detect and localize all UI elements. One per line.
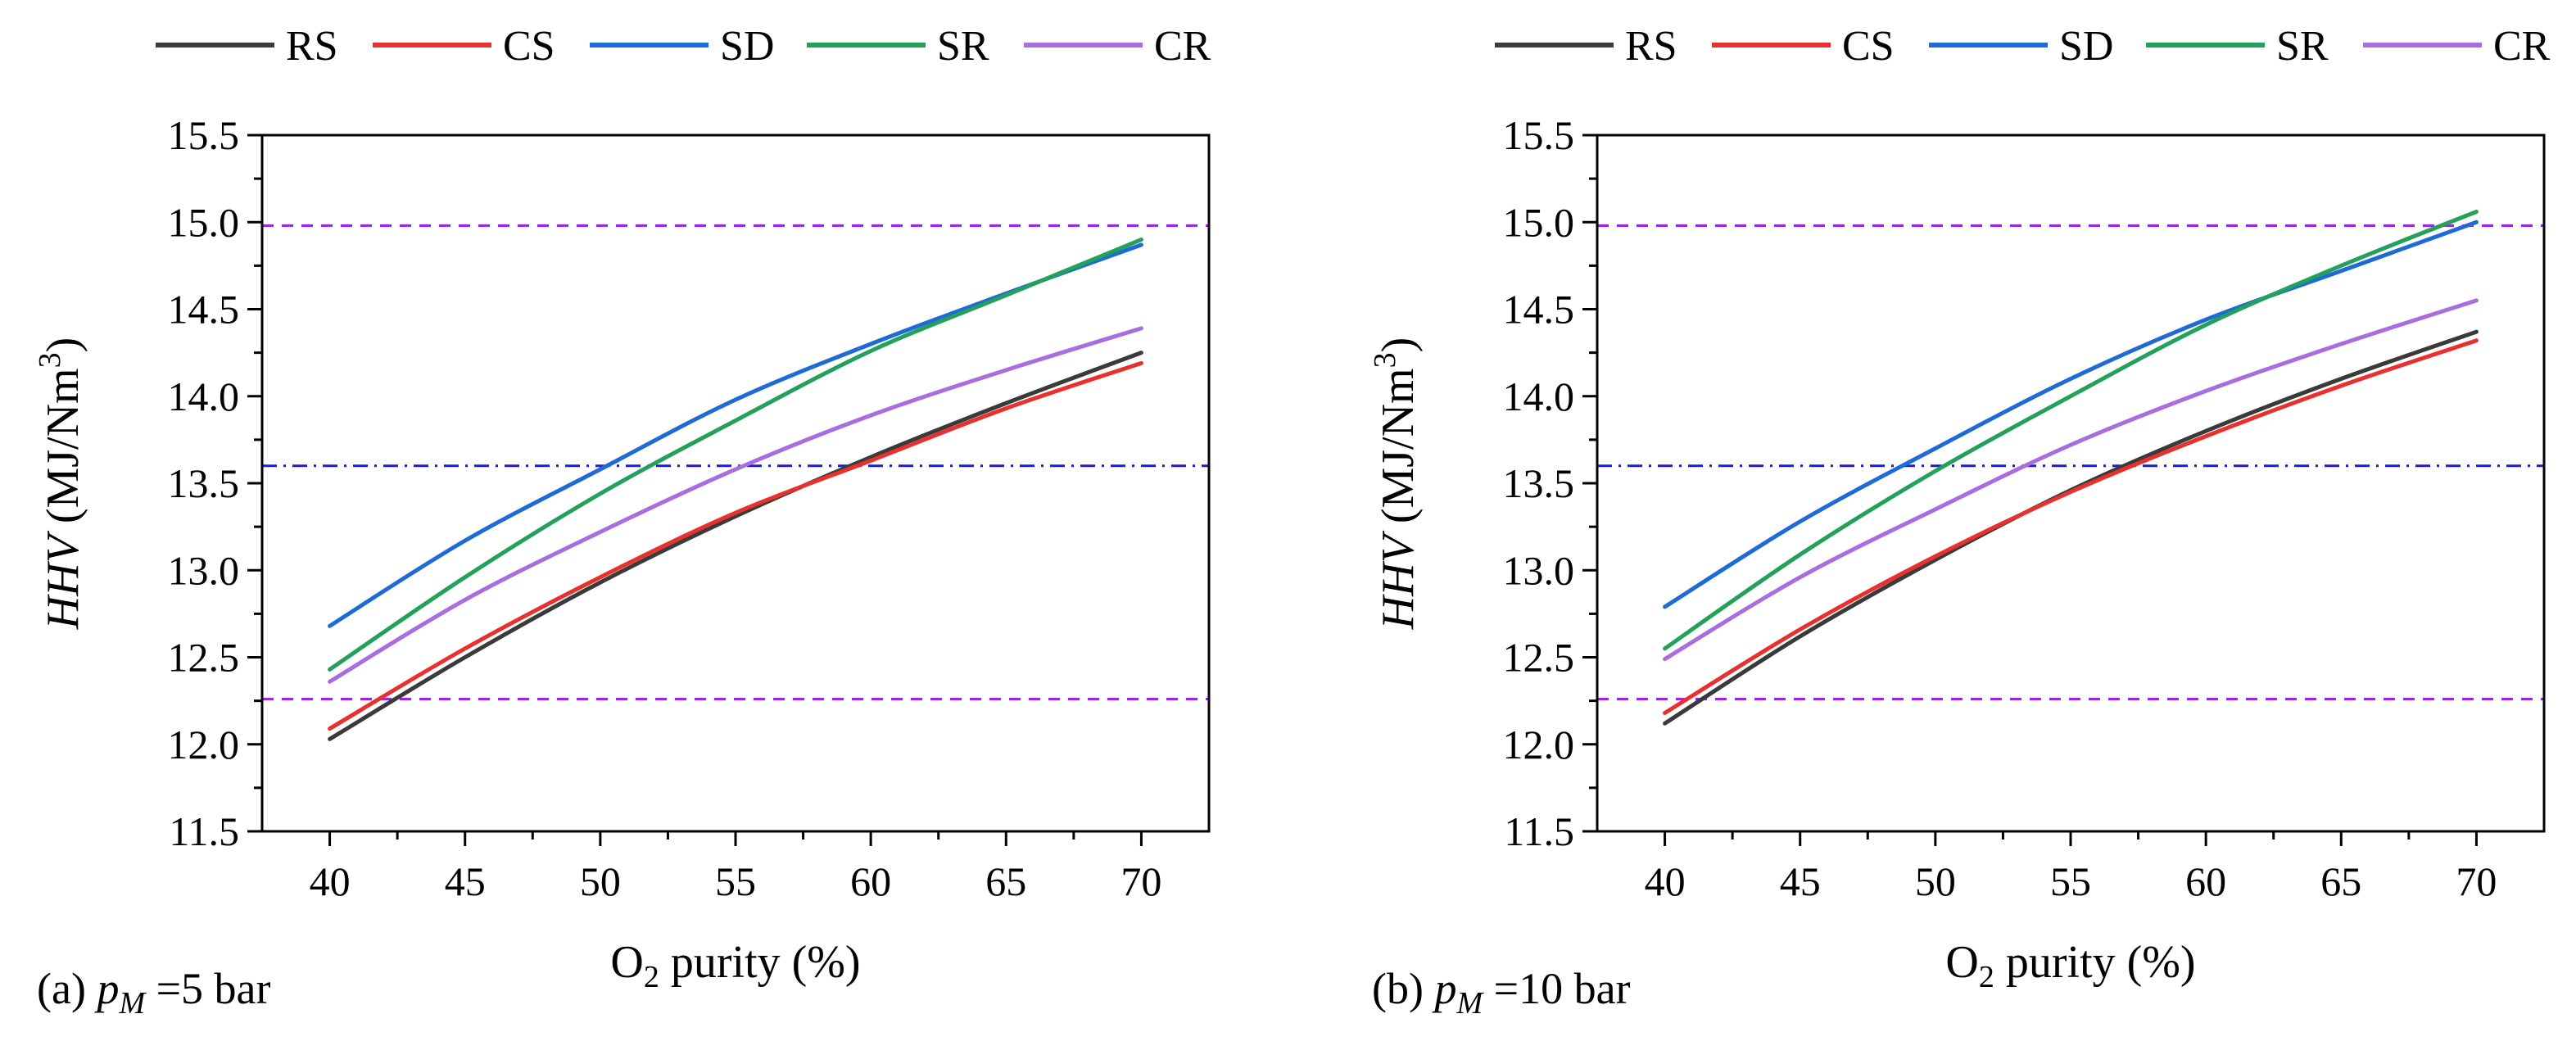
y-tick-label: 12.0 xyxy=(168,722,240,767)
x-tick-label: 70 xyxy=(1120,858,1161,904)
series-line-cs xyxy=(328,360,1143,731)
chart-panel-a: RS CS SD SR CR 40 45 50 55 60 65 70 11.5 12.0 12.5 13.0… xyxy=(33,23,1211,1021)
y-axis-label: HHV (MJ/Nm3) xyxy=(33,337,88,631)
y-axis-label-var: HHV xyxy=(38,530,88,630)
panel-label-sub: M xyxy=(1456,986,1484,1021)
panel-label-sub: M xyxy=(118,986,147,1021)
panel-label-var: p xyxy=(1431,964,1456,1013)
x-tick-label: 55 xyxy=(2050,858,2091,904)
y-axis-label-sup: 3 xyxy=(1368,352,1402,368)
y-axis-label-post: ) xyxy=(1373,337,1424,353)
legend-label-cs: CS xyxy=(1842,23,1895,70)
legend-label-cr: CR xyxy=(2493,23,2551,70)
panel-label-var: p xyxy=(93,964,119,1013)
x-tick-label: 50 xyxy=(580,858,621,904)
y-tick-label: 15.0 xyxy=(1503,199,1575,245)
legend-label-sd: SD xyxy=(720,23,774,70)
y-tick-label: 13.5 xyxy=(1503,460,1575,506)
legend-label-sr: SR xyxy=(2276,23,2329,70)
series-line-sr xyxy=(328,238,1143,672)
x-axis-label-sub: 2 xyxy=(1979,960,1994,994)
x-tick-label: 65 xyxy=(2320,858,2361,904)
series-line-cs xyxy=(1663,338,2479,715)
legend-label-rs: RS xyxy=(1625,23,1677,70)
legend-label-rs: RS xyxy=(286,23,338,70)
legend-label-cr: CR xyxy=(1154,23,1211,70)
x-tick-label: 55 xyxy=(715,858,756,904)
y-axis-label-var: HHV xyxy=(1373,530,1424,630)
y-tick-label: 15.5 xyxy=(1503,112,1575,158)
x-tick-label: 40 xyxy=(310,858,351,904)
panel-label-suffix: =5 bar xyxy=(145,964,270,1013)
y-axis-label-sup: 3 xyxy=(33,352,67,368)
series-line-cr xyxy=(328,326,1143,684)
x-tick-label: 45 xyxy=(1780,858,1821,904)
x-tick-label: 60 xyxy=(850,858,891,904)
y-tick-label: 14.5 xyxy=(168,287,240,333)
legend-label-cs: CS xyxy=(503,23,555,70)
y-axis-label-pre: (MJ/Nm xyxy=(1373,368,1424,535)
x-axis-label-pre: O xyxy=(1945,937,1978,988)
panel-label-prefix: (b) xyxy=(1372,964,1434,1013)
x-tick-label: 65 xyxy=(985,858,1026,904)
panel-label: (a) pM =5 bar xyxy=(37,964,271,1021)
x-axis-label: O2 purity (%) xyxy=(610,937,860,994)
x-tick-label: 45 xyxy=(445,858,486,904)
series-line-rs xyxy=(328,351,1143,741)
y-tick-label: 12.5 xyxy=(1503,635,1575,681)
y-tick-label: 14.0 xyxy=(168,373,240,419)
y-axis-label: HHV (MJ/Nm3) xyxy=(1368,337,1424,631)
chart-panel-b: RS CS SD SR CR 40 45 50 55 60 65 70 11.5 12.0 12.5 13.0… xyxy=(1368,23,2551,1021)
y-tick-label: 14.0 xyxy=(1503,373,1575,419)
y-tick-label: 13.5 xyxy=(168,460,240,506)
x-axis-label-post: purity (%) xyxy=(1994,937,2196,988)
panel-label-prefix: (a) xyxy=(37,964,97,1013)
y-tick-label: 11.5 xyxy=(169,808,239,854)
series-line-sr xyxy=(1663,210,2479,651)
panel-label: (b) pM =10 bar xyxy=(1372,964,1631,1021)
y-tick-label: 13.0 xyxy=(1503,547,1575,593)
x-tick-label: 70 xyxy=(2456,858,2497,904)
x-axis-label-post: purity (%) xyxy=(659,937,861,988)
x-axis-label-sub: 2 xyxy=(644,960,659,994)
plot-frame xyxy=(260,134,1211,833)
x-axis-label-pre: O xyxy=(610,937,643,988)
legend-label-sd: SD xyxy=(2059,23,2113,70)
y-axis-label-pre: (MJ/Nm xyxy=(38,368,88,535)
legend-label-sr: SR xyxy=(937,23,989,70)
x-tick-label: 40 xyxy=(1645,858,1686,904)
y-tick-label: 15.5 xyxy=(168,112,240,158)
y-tick-label: 15.0 xyxy=(168,199,240,245)
series-line-cr xyxy=(1663,298,2479,662)
panel-label-suffix: =10 bar xyxy=(1483,964,1630,1013)
y-axis-label-post: ) xyxy=(38,337,88,353)
y-tick-label: 12.0 xyxy=(1503,722,1575,767)
y-tick-label: 12.5 xyxy=(168,635,240,681)
series-line-sd xyxy=(328,242,1143,628)
x-tick-label: 50 xyxy=(1915,858,1956,904)
y-tick-label: 13.0 xyxy=(168,547,240,593)
x-tick-label: 60 xyxy=(2185,858,2226,904)
x-axis-label: O2 purity (%) xyxy=(1945,937,2195,994)
y-tick-label: 14.5 xyxy=(1503,287,1575,333)
y-tick-label: 11.5 xyxy=(1504,808,1574,854)
series-line-sd xyxy=(1663,220,2479,609)
